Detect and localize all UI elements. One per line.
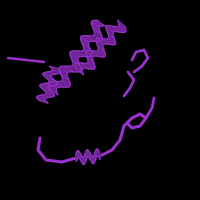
Polygon shape [87, 29, 102, 41]
Polygon shape [37, 95, 50, 103]
Polygon shape [80, 154, 86, 165]
Polygon shape [59, 66, 74, 80]
Polygon shape [90, 153, 95, 164]
Polygon shape [48, 66, 61, 74]
Polygon shape [55, 74, 70, 87]
Polygon shape [95, 149, 100, 160]
Polygon shape [48, 81, 63, 95]
Polygon shape [106, 26, 120, 38]
Polygon shape [96, 38, 109, 50]
Polygon shape [113, 20, 126, 33]
Polygon shape [75, 62, 89, 75]
Polygon shape [102, 32, 116, 45]
Polygon shape [76, 151, 81, 162]
Polygon shape [66, 59, 81, 72]
Polygon shape [76, 44, 92, 57]
Polygon shape [70, 51, 84, 65]
Polygon shape [41, 89, 54, 97]
Polygon shape [43, 72, 56, 80]
Polygon shape [92, 44, 105, 57]
Polygon shape [44, 78, 58, 86]
Polygon shape [86, 50, 99, 63]
Polygon shape [40, 84, 53, 91]
Polygon shape [91, 20, 105, 35]
Polygon shape [85, 150, 91, 161]
Polygon shape [81, 36, 94, 50]
Polygon shape [82, 57, 95, 69]
